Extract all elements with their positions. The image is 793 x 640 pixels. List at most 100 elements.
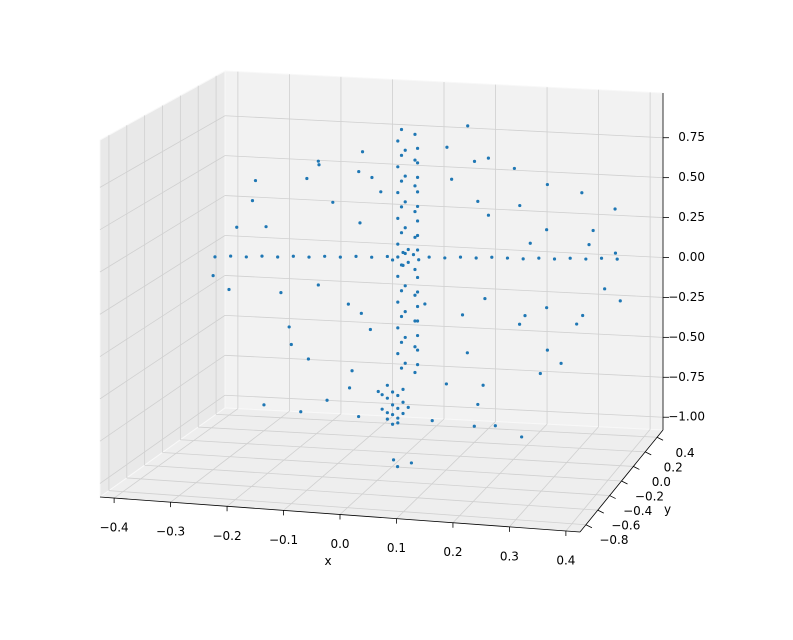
point — [613, 207, 617, 211]
point — [413, 345, 417, 349]
point — [316, 283, 320, 287]
point — [403, 361, 407, 365]
point — [385, 411, 389, 415]
point — [291, 254, 295, 258]
point — [396, 255, 400, 259]
point — [338, 255, 342, 259]
point — [403, 148, 407, 152]
point — [370, 175, 374, 180]
point — [603, 287, 607, 291]
point — [599, 256, 604, 260]
point — [580, 191, 584, 195]
point — [317, 163, 321, 167]
point — [390, 403, 395, 407]
grid-line — [99, 354, 226, 442]
point — [399, 127, 404, 132]
point — [399, 231, 404, 235]
point — [213, 255, 217, 259]
z-tick-label: −0.50 — [668, 330, 705, 344]
grid-line — [99, 155, 226, 231]
point — [385, 383, 389, 387]
point — [413, 370, 417, 375]
y-tick-label: 0.4 — [676, 446, 695, 460]
y-tick-label: 0.2 — [664, 460, 683, 474]
point — [538, 371, 542, 376]
point — [262, 403, 266, 407]
y-tick — [609, 495, 616, 499]
y-tick — [656, 436, 664, 441]
point — [568, 256, 572, 260]
point — [476, 402, 480, 407]
z-tick-label: −0.75 — [668, 370, 705, 384]
point — [289, 342, 293, 347]
point — [396, 216, 400, 220]
point — [413, 267, 417, 272]
point — [385, 396, 389, 400]
point — [472, 424, 476, 428]
z-tick-label: 0.50 — [678, 170, 705, 184]
point — [399, 205, 404, 209]
point — [537, 256, 541, 260]
point — [460, 313, 465, 317]
point — [287, 325, 291, 329]
point — [591, 228, 595, 233]
point — [395, 465, 400, 469]
point — [415, 204, 420, 209]
x-tick-label: 0.0 — [330, 537, 349, 551]
grid-line — [99, 115, 226, 188]
point — [427, 255, 431, 259]
x-tick-label: −0.4 — [100, 521, 129, 535]
point — [518, 203, 522, 208]
point — [445, 145, 449, 149]
point — [396, 352, 400, 356]
point — [279, 291, 283, 295]
point — [396, 421, 400, 425]
point — [406, 260, 410, 264]
x-tick-label: −0.3 — [156, 525, 185, 539]
point — [581, 313, 585, 318]
z-tick-label: 0.00 — [678, 250, 705, 264]
point — [415, 233, 420, 238]
grid-line — [224, 195, 664, 218]
point — [406, 405, 410, 409]
point — [415, 304, 420, 309]
point — [390, 258, 395, 262]
point — [229, 254, 233, 258]
point — [385, 417, 389, 421]
point — [403, 335, 407, 340]
point — [250, 199, 255, 203]
x-tick-label: 0.1 — [387, 541, 406, 555]
grid-line — [224, 235, 664, 258]
point — [211, 274, 215, 278]
point — [370, 255, 374, 259]
point — [368, 327, 372, 332]
point — [545, 348, 549, 352]
point — [299, 410, 303, 414]
point — [444, 382, 448, 386]
point — [476, 199, 480, 204]
point — [385, 254, 389, 259]
point — [350, 369, 354, 373]
y-tick-label: −0.6 — [611, 519, 640, 533]
point — [235, 225, 239, 229]
point — [415, 175, 420, 179]
point — [415, 348, 420, 352]
point — [465, 351, 469, 355]
point — [415, 363, 420, 367]
point — [390, 412, 395, 417]
point — [505, 256, 510, 260]
x-tick-label: 0.4 — [556, 553, 575, 567]
point — [520, 435, 524, 439]
grid-line — [180, 439, 634, 467]
point — [466, 124, 470, 128]
point — [325, 398, 329, 402]
point — [379, 190, 383, 194]
point — [415, 248, 420, 252]
point — [396, 406, 400, 411]
point — [401, 250, 405, 255]
point — [552, 257, 557, 261]
z-tick-label: −1.00 — [668, 410, 705, 424]
point — [430, 419, 434, 423]
point — [360, 150, 365, 154]
